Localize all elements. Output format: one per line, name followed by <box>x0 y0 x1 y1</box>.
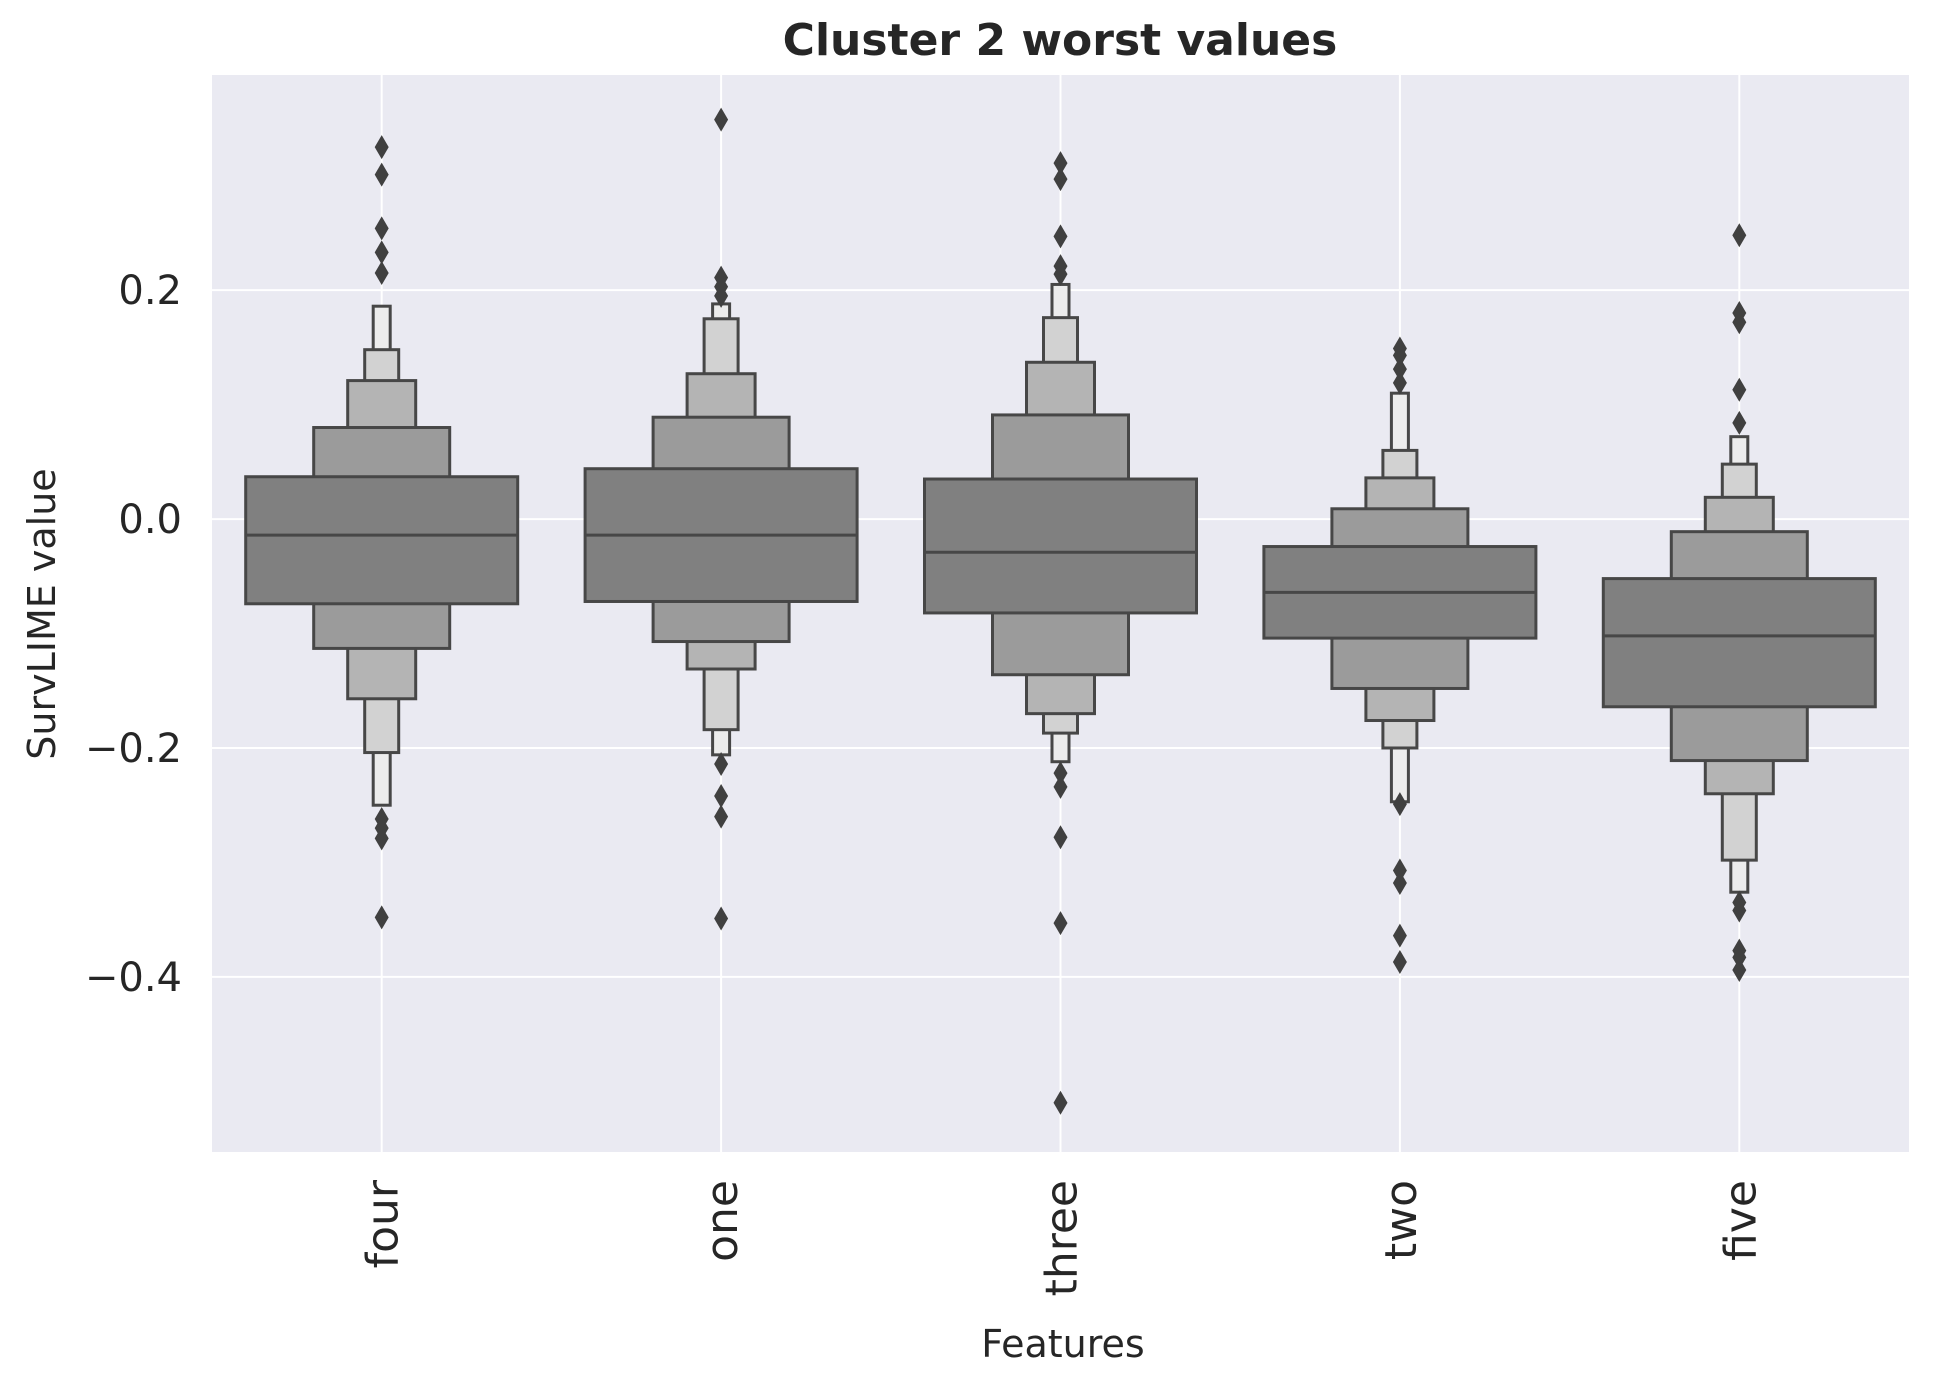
boxen-group <box>1262 391 1538 804</box>
boxen-level <box>923 477 1198 615</box>
outlier-point <box>374 216 389 241</box>
outlier-point <box>1732 958 1747 983</box>
outlier-point <box>714 283 729 308</box>
outlier-point <box>1053 262 1068 287</box>
y-tick-label: 0.2 <box>118 268 182 314</box>
outlier-point <box>1732 310 1747 335</box>
outlier-point <box>1392 858 1407 883</box>
outlier-point <box>1053 167 1068 192</box>
outlier-point <box>1732 945 1747 970</box>
outlier-point <box>374 905 389 930</box>
boxen-level <box>244 475 520 606</box>
outlier-point <box>374 135 389 160</box>
y-tick-labels: 0.2 0.0 −0.2 −0.4 <box>85 268 182 1001</box>
y-tick-label: −0.4 <box>85 955 182 1001</box>
outlier-point <box>374 826 389 851</box>
outlier-point <box>714 906 729 931</box>
outlier-point <box>1392 343 1407 368</box>
boxes-layer <box>244 282 1877 894</box>
outlier-point <box>714 752 729 777</box>
outlier-point <box>1732 410 1747 435</box>
outlier-point <box>714 784 729 809</box>
x-tick-label: three <box>1037 1180 1088 1296</box>
outlier-point <box>1732 223 1747 248</box>
outlier-point <box>714 804 729 829</box>
outlier-point <box>1392 792 1407 817</box>
y-tick-label: 0.0 <box>118 497 182 543</box>
outlier-point <box>374 240 389 265</box>
outlier-point <box>714 107 729 132</box>
outlier-point <box>1392 357 1407 382</box>
x-axis-label: Features <box>981 1322 1144 1366</box>
outlier-point <box>1053 825 1068 850</box>
boxen-group <box>244 304 520 807</box>
x-tick-label: five <box>1715 1180 1766 1261</box>
boxen-level <box>1601 577 1877 709</box>
outlier-point <box>1392 871 1407 896</box>
outlier-point <box>1392 950 1407 975</box>
x-tick-labels: four one three two five <box>358 1179 1767 1296</box>
outlier-point <box>374 162 389 187</box>
chart-title: Cluster 2 worst values <box>783 15 1338 66</box>
outlier-point <box>1053 1090 1068 1115</box>
outlier-point <box>1053 224 1068 249</box>
outlier-point <box>1732 898 1747 923</box>
x-tick-label: four <box>358 1179 409 1268</box>
outliers-layer <box>374 107 1747 1115</box>
outlier-point <box>1392 923 1407 948</box>
x-tick-label: one <box>697 1180 748 1262</box>
outlier-point <box>1053 911 1068 936</box>
outlier-point <box>1732 377 1747 402</box>
x-tick-label: two <box>1376 1180 1427 1260</box>
outlier-point <box>374 261 389 286</box>
y-tick-label: −0.2 <box>85 726 182 772</box>
outlier-point <box>1053 774 1068 799</box>
outlier-point <box>1392 370 1407 395</box>
outlier-point <box>1053 151 1068 176</box>
y-axis-label: SurvLIME value <box>20 468 64 759</box>
outlier-point <box>1053 761 1068 786</box>
